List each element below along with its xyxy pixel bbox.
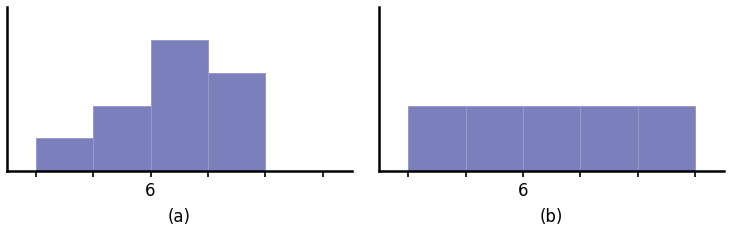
Bar [208, 73, 265, 171]
X-axis label: (a): (a) [168, 208, 191, 226]
Bar [408, 106, 466, 171]
X-axis label: (b): (b) [540, 208, 564, 226]
Bar [466, 106, 523, 171]
Bar [523, 106, 580, 171]
Bar [151, 40, 208, 171]
Bar [580, 106, 638, 171]
Bar [36, 138, 93, 171]
Bar [93, 106, 151, 171]
Bar [638, 106, 695, 171]
